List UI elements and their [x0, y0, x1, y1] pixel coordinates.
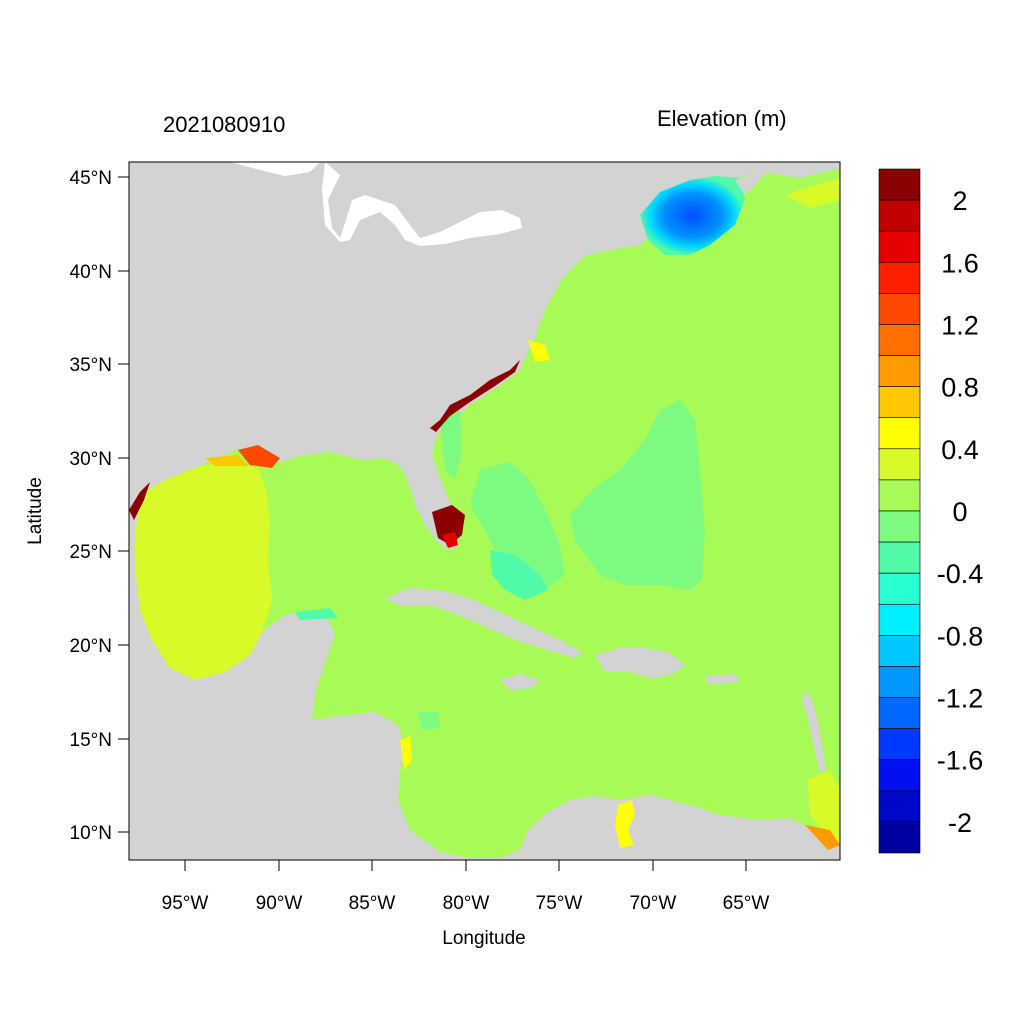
- jamaica-land: [500, 674, 540, 690]
- caribbean-negative-patch: [418, 712, 440, 730]
- colorbar-swatch: [878, 199, 921, 232]
- gulf-coast-dark-fringe: [129, 482, 150, 520]
- hispaniola-land: [595, 648, 685, 678]
- y-tick-label: 10°N: [70, 823, 112, 844]
- bahamas-cyan-spots: [490, 550, 548, 600]
- x-tick-label: 70°W: [630, 893, 677, 914]
- x-tick-label: 85°W: [349, 893, 396, 914]
- puerto-rico-land: [705, 674, 740, 684]
- gulf-of-maine-low: [640, 176, 745, 255]
- colorbar-swatch: [878, 510, 921, 543]
- x-tick-label: 95°W: [162, 893, 209, 914]
- x-tick-label: 90°W: [256, 893, 303, 914]
- x-axis-label: Longitude: [442, 928, 525, 949]
- colorbar-tick-label: 1.6: [941, 248, 979, 278]
- y-tick-label: 30°N: [70, 449, 112, 470]
- colorbar-swatch: [878, 821, 921, 854]
- bahamas-negative-patch: [470, 462, 565, 590]
- colorbar-swatch: [878, 759, 921, 792]
- venezuela-yellow: [615, 800, 635, 848]
- colorbar-swatch: [878, 479, 921, 512]
- colorbar-swatch: [878, 230, 921, 263]
- x-tick-label: 65°W: [723, 893, 770, 914]
- colorbar-swatch: [878, 261, 921, 294]
- yucatan-cyan-fringe: [295, 608, 338, 620]
- x-axis: 95°W 90°W 85°W 80°W 75°W 70°W 65°W: [162, 860, 770, 914]
- y-tick-label: 15°N: [70, 730, 112, 751]
- colorbar-swatch: [878, 790, 921, 823]
- florida-red-surge: [442, 532, 458, 548]
- trinidad-orange: [805, 825, 840, 850]
- colorbar-swatch: [878, 417, 921, 450]
- western-gulf-surge: [135, 462, 272, 680]
- florida-peak-surge: [432, 505, 465, 545]
- colorbar-tick-label: 0.4: [941, 435, 979, 465]
- newfoundland-yellow: [785, 178, 840, 208]
- colorbar-tick-label: -2: [948, 808, 972, 838]
- colorbar-tick-label: -1.6: [937, 746, 984, 776]
- carolina-coast-negative: [440, 410, 462, 480]
- colorbar-swatch: [878, 293, 921, 325]
- y-tick-label: 20°N: [70, 636, 112, 657]
- east-coast-dark-fringe: [430, 360, 520, 432]
- y-tick-label: 45°N: [70, 168, 112, 189]
- colorbar-tick-label: 2: [952, 186, 967, 216]
- colorbar-swatch: [878, 728, 921, 761]
- colorbar-swatch: [878, 168, 921, 201]
- x-tick-label: 80°W: [443, 893, 490, 914]
- colorbar-tick-label: 0: [952, 497, 967, 527]
- y-axis: 45°N 40°N 35°N 30°N 25°N 20°N 15°N 10°N: [70, 168, 129, 844]
- colorbar-swatch: [878, 603, 921, 636]
- y-axis-label: Latitude: [25, 477, 46, 545]
- colorbar-tick-label: -0.4: [937, 559, 984, 589]
- colorbar-swatch: [878, 448, 921, 481]
- louisiana-yellow-fringe: [205, 455, 248, 466]
- lesser-antilles-land: [802, 690, 826, 772]
- colorbar-swatch: [878, 541, 921, 574]
- colorbar-tick-label: 0.8: [941, 373, 979, 403]
- map-time-title: 2021080910: [163, 112, 286, 137]
- variable-title: Elevation (m): [657, 106, 787, 131]
- colorbar-tick-label: -0.8: [937, 621, 984, 651]
- y-tick-label: 40°N: [70, 262, 112, 283]
- y-tick-label: 25°N: [70, 542, 112, 563]
- colorbar-swatch: [878, 572, 921, 605]
- x-tick-label: 75°W: [536, 893, 583, 914]
- great-lakes: [322, 162, 522, 246]
- colorbar-swatch: [878, 697, 921, 729]
- map-plot-area: [129, 162, 840, 860]
- colorbar-tick-label: 1.2: [941, 310, 979, 340]
- louisiana-surge: [238, 445, 280, 468]
- colorbar-tick-label: -1.2: [937, 684, 984, 714]
- atlantic-negative-patch: [570, 400, 705, 590]
- colorbar-swatch: [878, 324, 921, 356]
- east-caribbean-yellow: [808, 770, 840, 845]
- colorbar-swatch: [878, 386, 921, 419]
- cuba-land: [385, 588, 582, 658]
- lake-superior: [230, 162, 320, 176]
- plot-border: [128, 161, 841, 861]
- central-america-yellow: [400, 736, 412, 770]
- colorbar-swatch: [878, 666, 921, 698]
- colorbar-labels: 2 1.6 1.2 0.8 0.4 0 -0.4 -0.8 -1.2 -1.6 -2: [937, 186, 984, 838]
- nova-scotia-land: [735, 168, 770, 195]
- outer-banks-yellow: [528, 340, 550, 362]
- colorbar-swatch: [878, 355, 921, 387]
- colorbar-swatch: [878, 635, 921, 667]
- colorbar: [878, 168, 921, 854]
- y-tick-label: 35°N: [70, 355, 112, 376]
- north-america-land: [129, 162, 840, 860]
